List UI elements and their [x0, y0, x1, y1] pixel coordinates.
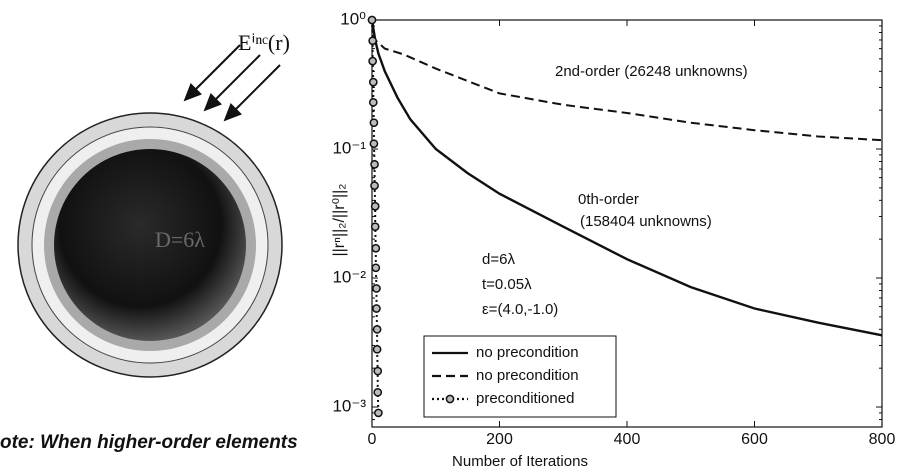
- legend-box: [423, 335, 617, 418]
- annotation: 2nd-order (26248 unknowns): [555, 63, 748, 80]
- y-tick-label: 10⁻³: [332, 397, 366, 416]
- annotation: (158404 unknowns): [580, 213, 712, 230]
- annotation: ε=(4.0,-1.0): [482, 301, 558, 318]
- marker: [372, 324, 382, 334]
- x-axis-label: Number of Iterations: [452, 453, 588, 469]
- marker: [372, 284, 381, 293]
- marker: [371, 263, 381, 273]
- field-label: Eⁱⁿᶜ(r): [238, 30, 290, 55]
- marker: [372, 304, 381, 313]
- marker: [368, 56, 377, 66]
- sphere-label: D=6λ: [155, 227, 205, 252]
- y-tick-label: 10⁰: [340, 9, 366, 28]
- y-tick-label: 10⁻¹: [332, 138, 366, 157]
- marker: [372, 344, 382, 354]
- marker: [370, 201, 380, 211]
- sphere-core: [54, 149, 246, 341]
- legend-label: no precondition: [476, 344, 579, 361]
- x-tick-label: 0: [368, 431, 377, 448]
- x-tick-label: 400: [614, 431, 641, 448]
- legend-label: preconditioned: [476, 390, 574, 407]
- x-tick-label: 200: [486, 431, 513, 448]
- marker: [371, 243, 381, 253]
- marker: [368, 77, 378, 87]
- marker: [368, 36, 377, 46]
- marker: [373, 366, 383, 376]
- annotation: t=0.05λ: [482, 276, 532, 293]
- marker: [367, 15, 377, 25]
- y-tick-label: 10⁻²: [332, 267, 366, 286]
- marker: [373, 387, 383, 397]
- legend-label: no precondition: [476, 367, 579, 384]
- incident-arrows: [183, 44, 281, 122]
- marker: [370, 222, 380, 232]
- x-tick-label: 800: [869, 431, 896, 448]
- chart: 10⁰ 10⁻¹ 10⁻² 10⁻³0 200 400 600 800 Number of It…: [331, 9, 895, 469]
- marker: [368, 97, 378, 107]
- series-line: [371, 19, 883, 142]
- marker: [369, 118, 379, 128]
- y-axis-label: ||rⁿ||₂/||r⁰||₂: [331, 183, 348, 256]
- marker: [369, 139, 379, 149]
- marker: [370, 160, 379, 169]
- x-tick-label: 600: [741, 431, 768, 448]
- legend-marker: [445, 394, 455, 404]
- marker: [370, 181, 379, 190]
- annotation: d=6λ: [482, 251, 515, 268]
- series-line: [370, 19, 883, 337]
- note: ote: When higher-order elements: [0, 432, 298, 453]
- marker: [374, 408, 383, 418]
- annotation: 0th-order: [578, 191, 639, 208]
